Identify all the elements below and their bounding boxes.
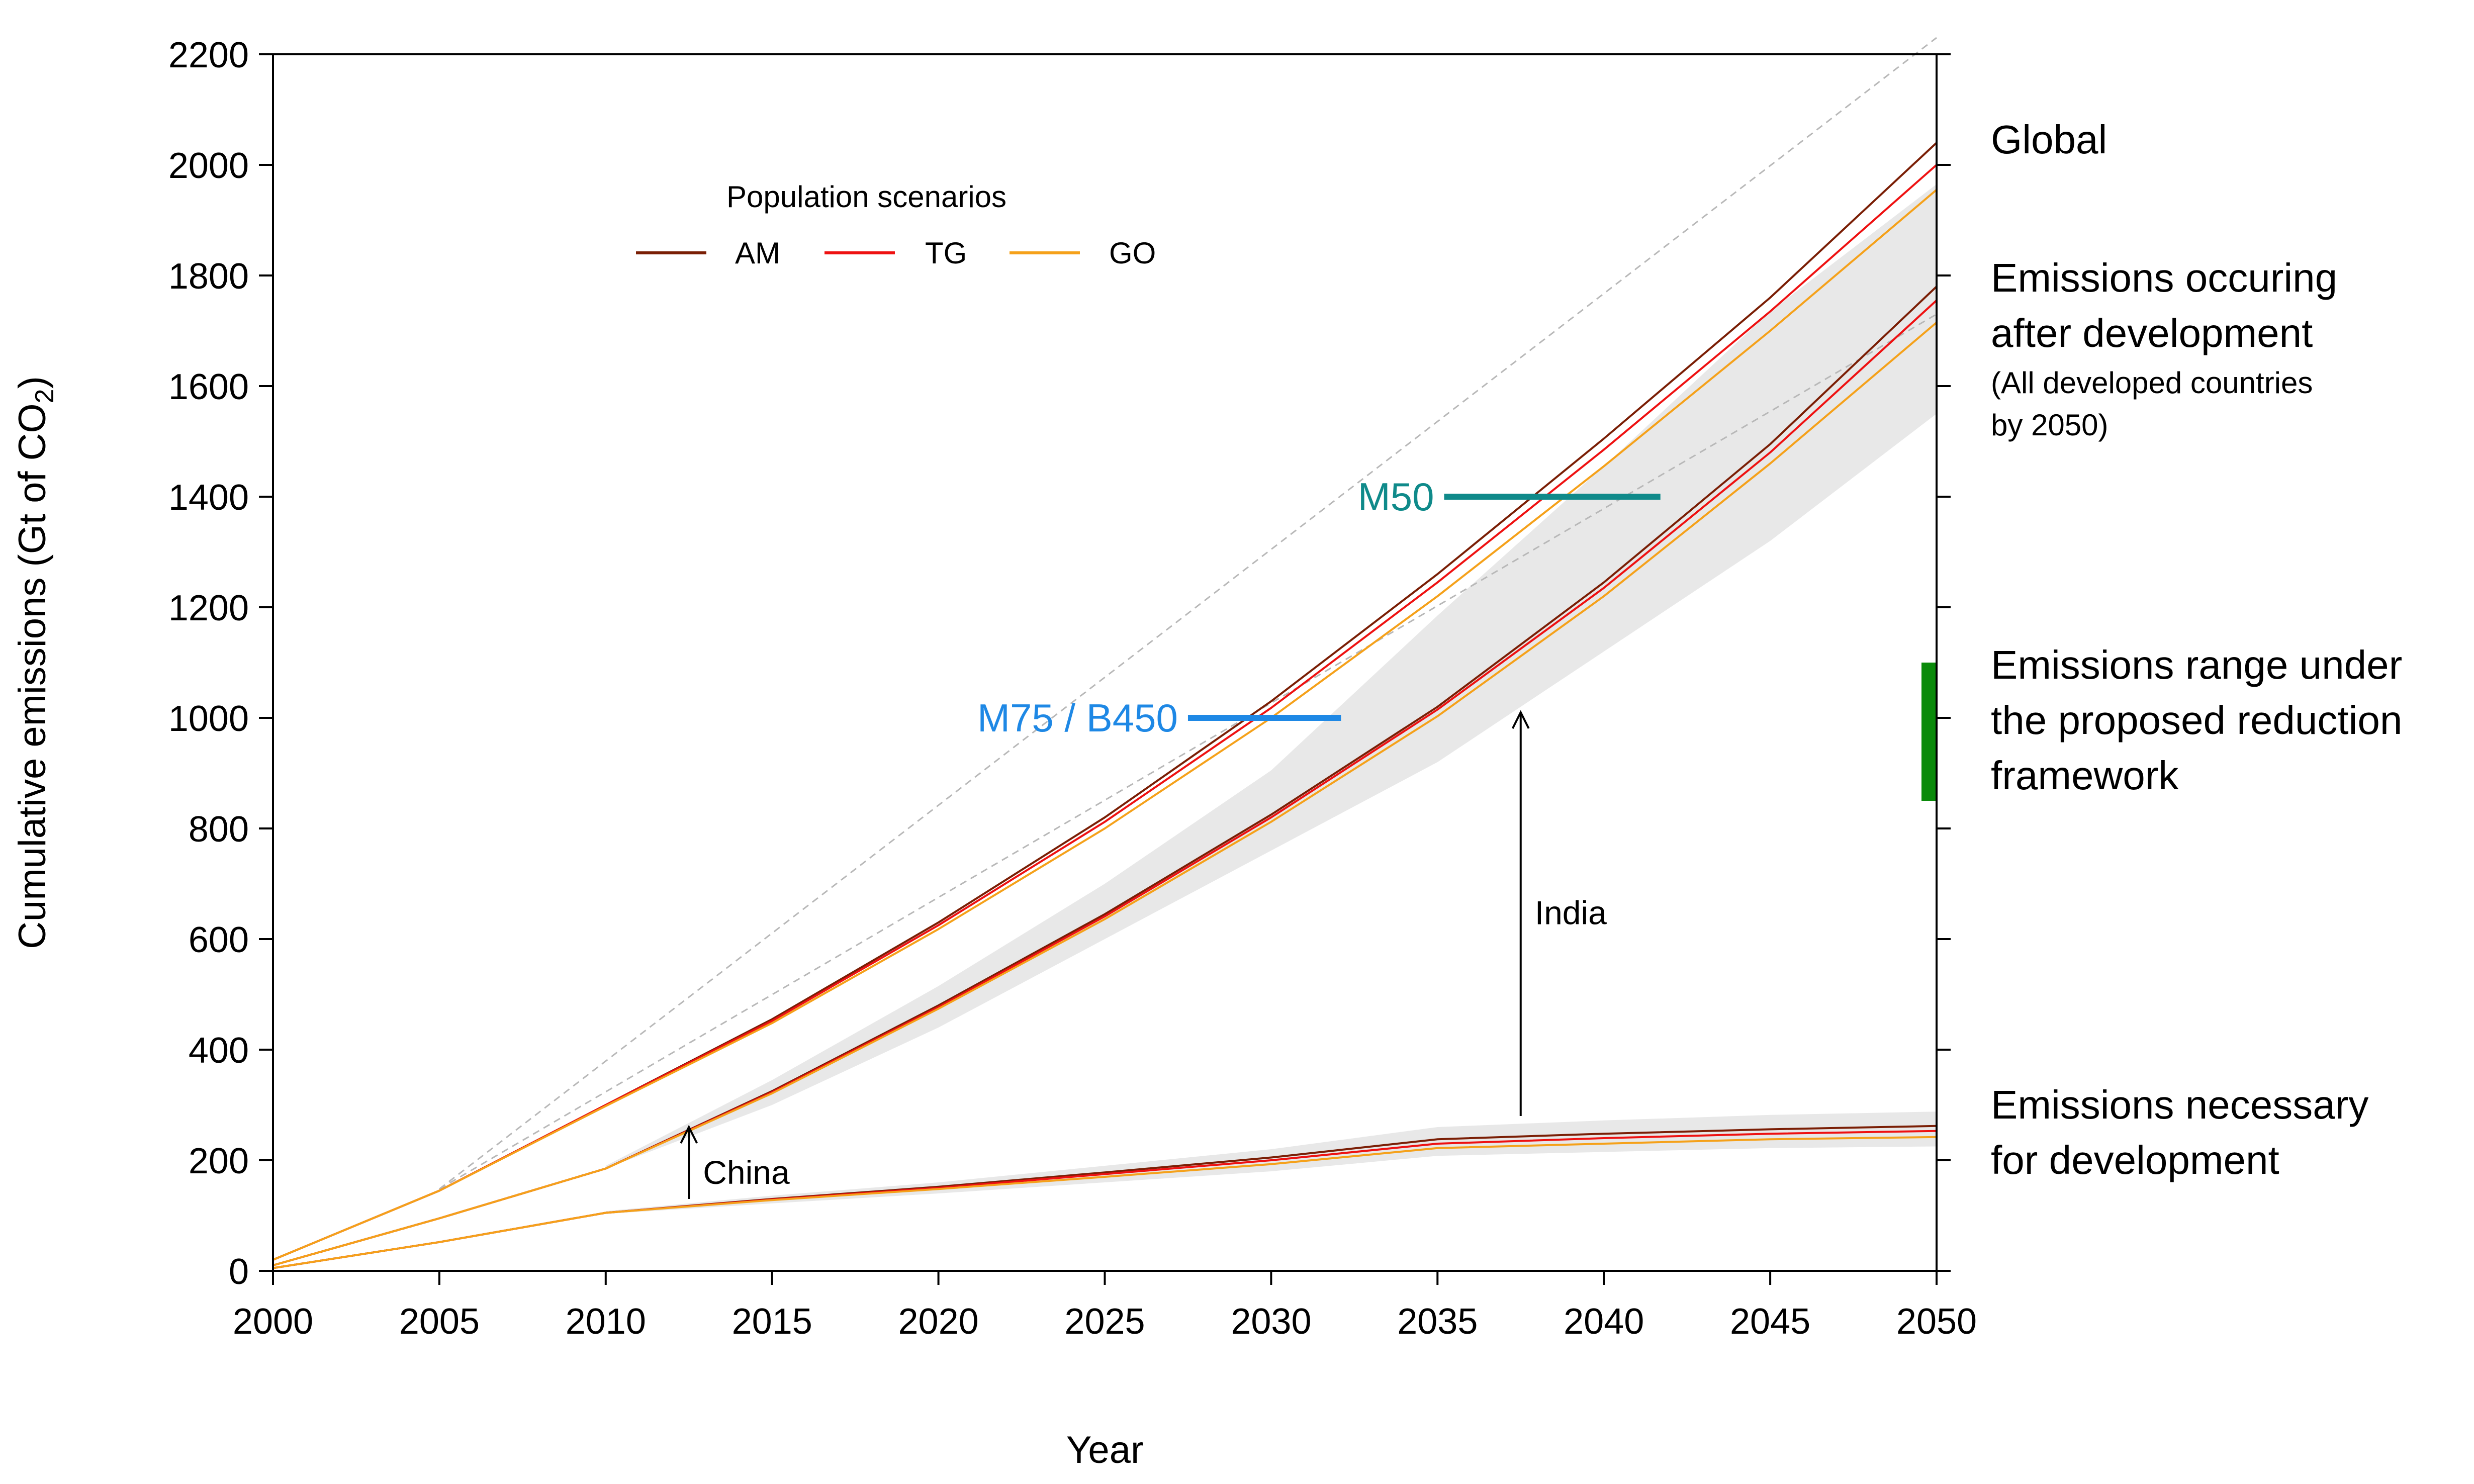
y-axis-title: Cumulative emissions (Gt of CO2) xyxy=(11,376,59,949)
x-tick-label-2025: 2025 xyxy=(1064,1302,1145,1342)
label-range-line1: Emissions range under xyxy=(1991,642,2402,687)
y-tick-label-1400: 1400 xyxy=(168,478,249,518)
y-axis-title-main: Cumulative emissions (Gt of CO xyxy=(11,403,54,949)
x-tick-label-2045: 2045 xyxy=(1730,1302,1810,1342)
target-label-m50: M50 xyxy=(1358,475,1434,519)
legend-label-am: AM xyxy=(735,236,780,270)
y-tick-label-1000: 1000 xyxy=(168,699,249,739)
legend-entry-tg: TG xyxy=(824,236,967,270)
label-necessary-line2: for development xyxy=(1991,1138,2279,1182)
x-tick-label-2030: 2030 xyxy=(1231,1302,1311,1342)
axes: 2000 2005 2010 2015 2020 2025 2030 2035 2040 2045… xyxy=(168,35,1977,1342)
x-tick-label-2000: 2000 xyxy=(233,1302,313,1342)
x-tick-label-2005: 2005 xyxy=(399,1302,480,1342)
x-tick-label-2035: 2035 xyxy=(1397,1302,1478,1342)
series-after-development-go xyxy=(272,321,1938,1266)
annotation-china: China xyxy=(703,1154,790,1191)
legend-label-tg: TG xyxy=(925,236,967,270)
label-necessary-line1: Emissions necessary xyxy=(1991,1082,2368,1127)
y-tick-label-0: 0 xyxy=(229,1252,249,1292)
x-tick-label-2015: 2015 xyxy=(732,1302,812,1342)
series-necessary-tg xyxy=(272,1130,1937,1269)
target-label-m75-b450: M75 / B450 xyxy=(977,696,1178,740)
y-tick-label-400: 400 xyxy=(189,1031,249,1071)
label-range-line3: framework xyxy=(1991,753,2179,798)
y-tick-label-600: 600 xyxy=(189,920,249,960)
target-lines: M50 M75 / B450 xyxy=(977,475,1937,801)
y-tick-label-1200: 1200 xyxy=(168,588,249,628)
x-tick-label-2050: 2050 xyxy=(1896,1302,1977,1342)
legend-entry-go: GO xyxy=(1010,236,1156,270)
label-global: Global xyxy=(1991,117,2107,162)
series-lines xyxy=(272,142,1938,1269)
y-axis-title-tail: ) xyxy=(11,376,54,389)
series-necessary-go xyxy=(272,1136,1937,1269)
legend-title: Population scenarios xyxy=(726,180,1006,214)
legend: Population scenarios AM TG GO xyxy=(636,180,1156,270)
legend-entry-am: AM xyxy=(636,236,780,270)
reference-global-upper-reference xyxy=(438,37,1937,1190)
reduction-range-bar xyxy=(1921,663,1937,801)
y-tick-label-2000: 2000 xyxy=(168,146,249,186)
annotation-arrows: China India xyxy=(680,710,1607,1199)
arrowhead-china xyxy=(680,1125,698,1144)
y-tick-label-2200: 2200 xyxy=(168,35,249,75)
legend-label-go: GO xyxy=(1109,236,1156,270)
right-labels: Global Emissions occuring after developm… xyxy=(1991,117,2402,1182)
label-range-line2: the proposed reduction xyxy=(1991,698,2402,743)
label-after-line2: after development xyxy=(1991,311,2313,355)
label-after-line1: Emissions occuring xyxy=(1991,255,2337,300)
series-global-go xyxy=(272,189,1938,1261)
y-tick-label-800: 800 xyxy=(189,809,249,850)
x-tick-label-2040: 2040 xyxy=(1564,1302,1644,1342)
x-tick-label-2010: 2010 xyxy=(566,1302,646,1342)
y-tick-label-1800: 1800 xyxy=(168,256,249,297)
y-axis-title-subscript: 2 xyxy=(30,389,59,403)
plot-frame xyxy=(272,53,1938,1272)
label-after-note2: by 2050) xyxy=(1991,408,2109,442)
x-tick-label-2020: 2020 xyxy=(898,1302,979,1342)
x-axis-title: Year xyxy=(1066,1429,1144,1471)
reference-after-development-reference xyxy=(439,313,1937,1190)
arrowhead-india xyxy=(1511,710,1530,729)
label-after-note1: (All developed countries xyxy=(1991,366,2313,400)
reference-lines xyxy=(438,37,1937,1190)
y-tick-label-200: 200 xyxy=(189,1141,249,1181)
band-after-development-range xyxy=(605,184,1937,1169)
y-tick-label-1600: 1600 xyxy=(168,367,249,407)
annotation-india: India xyxy=(1535,894,1607,932)
